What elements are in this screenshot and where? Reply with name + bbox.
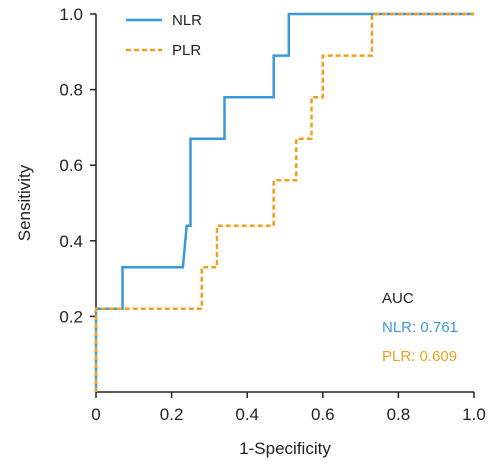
x-tick-label: 0.6 <box>311 405 335 424</box>
series-layer <box>94 12 474 392</box>
y-tick-label: 0.2 <box>59 307 83 326</box>
y-tick-label: 1.0 <box>59 5 83 24</box>
x-tick-label: 1.0 <box>462 405 486 424</box>
auc-annotation: AUC NLR: 0.761 PLR: 0.609 <box>382 290 458 365</box>
y-tick-label: 0.8 <box>59 81 83 100</box>
x-tick-label: 0.4 <box>235 405 259 424</box>
legend-label-plr: PLR <box>172 42 201 59</box>
x-axis-label: 1-Specificity <box>239 439 331 458</box>
auc-title: AUC <box>382 290 414 307</box>
y-tick-label: 0.6 <box>59 156 83 175</box>
legend-label-nlr: NLR <box>172 12 202 29</box>
legend: NLR PLR <box>126 12 202 59</box>
x-tick-label: 0 <box>91 405 100 424</box>
y-ticks: 0.2 0.4 0.6 0.8 1.0 <box>59 5 96 326</box>
x-tick-label: 0.2 <box>160 405 184 424</box>
series-line-plr <box>94 12 474 392</box>
series-line-nlr <box>94 12 474 392</box>
y-axis-label: Sensitivity <box>15 164 34 241</box>
auc-line-nlr: NLR: 0.761 <box>382 319 458 336</box>
auc-line-plr: PLR: 0.609 <box>382 348 457 365</box>
y-tick-label: 0.4 <box>59 232 83 251</box>
x-tick-label: 0.8 <box>387 405 411 424</box>
x-ticks: 0 0.2 0.4 0.6 0.8 1.0 <box>91 392 486 424</box>
